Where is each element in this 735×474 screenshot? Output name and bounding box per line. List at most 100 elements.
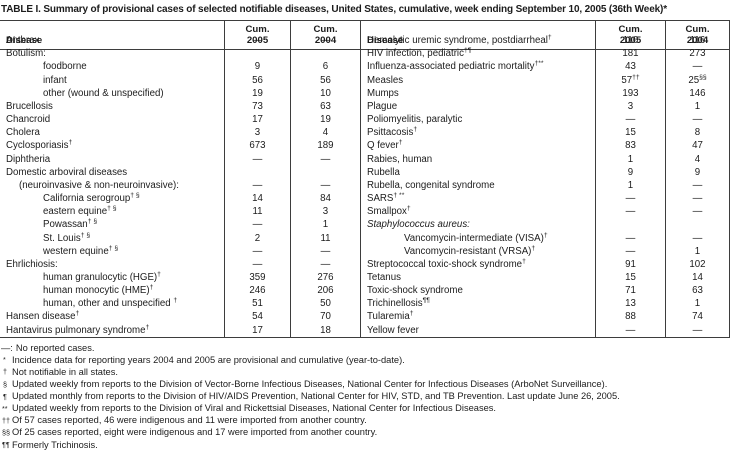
disease-label-cell: Streptococcal toxic-shock syndrome† xyxy=(360,257,595,271)
count-cell xyxy=(224,47,290,61)
disease-label-cell: Hansen disease† xyxy=(6,310,80,323)
count-cell: 9 xyxy=(595,165,665,179)
disease-label-cell: Poliomyelitis, paralytic xyxy=(360,113,595,127)
count-cell: 71 xyxy=(595,284,665,298)
disease-label-cell: Chancroid xyxy=(6,114,51,126)
count-cell: — xyxy=(224,257,290,271)
count-cell: — xyxy=(224,152,290,166)
count-cell: — xyxy=(290,178,360,193)
count-cell: 1 xyxy=(595,178,665,193)
count-cell: 14 xyxy=(224,192,290,206)
count-cell: 56 xyxy=(224,73,290,87)
count-cell: 110 xyxy=(595,34,665,48)
footnote: ¶¶ Formerly Trichinosis. xyxy=(1,439,735,451)
count-cell: — xyxy=(290,257,360,271)
disease-label-cell: Ehrlichiosis: xyxy=(6,258,58,270)
footnote-text: Updated weekly from reports to the Divis… xyxy=(12,403,497,414)
count-cell: 84 xyxy=(290,192,360,206)
footnote-text: Updated monthly from reports to the Divi… xyxy=(12,391,620,402)
header-cum-label: Cum. xyxy=(245,24,270,35)
count-cell: 181 xyxy=(595,47,665,61)
footnote-marker: —: xyxy=(1,342,13,353)
disease-label-cell: infant xyxy=(43,74,67,86)
disease-label-cell: Plague xyxy=(360,99,595,114)
count-cell: 83 xyxy=(595,139,665,153)
disease-label-cell: Vancomycin-resistant (VRSA)† xyxy=(360,244,595,258)
footnote: † Not notifiable in all states. xyxy=(1,366,735,378)
count-cell: 246 xyxy=(224,284,290,298)
count-cell: 47 xyxy=(665,139,729,153)
count-cell: — xyxy=(665,231,729,245)
footnote-marker: * xyxy=(3,355,6,365)
disease-label-cell: Measles xyxy=(360,73,595,87)
disease-label-cell: eastern equine† § xyxy=(43,205,117,218)
count-cell: 273 xyxy=(665,47,729,61)
footnote-marker: ¶ xyxy=(3,391,7,401)
disease-label-cell: Psittacosis† xyxy=(360,126,595,140)
count-cell: — xyxy=(290,244,360,258)
header-year-label: 2004 xyxy=(314,35,337,46)
count-cell: 17 xyxy=(224,323,290,337)
count-cell xyxy=(290,47,360,61)
count-cell: 50 xyxy=(290,297,360,311)
disease-label-cell: Domestic arboviral diseases xyxy=(6,166,128,178)
count-cell: 13 xyxy=(595,297,665,311)
count-cell: 15 xyxy=(595,270,665,285)
count-cell: — xyxy=(595,231,665,245)
disease-label-cell: Vancomycin-intermediate (VISA)† xyxy=(360,231,595,245)
disease-label-cell: Cyclosporiasis† xyxy=(6,139,73,152)
footnote: § Updated weekly from reports to the Divi… xyxy=(1,378,735,390)
disease-label-cell: other (wound & unspecified) xyxy=(43,87,164,99)
count-cell: 63 xyxy=(290,99,360,114)
count-cell: — xyxy=(595,244,665,258)
count-cell: 3 xyxy=(224,126,290,140)
table-title: TABLE I. Summary of provisional cases of… xyxy=(1,4,667,15)
header-disease-left: Disease xyxy=(0,21,224,50)
disease-label-cell: Staphylococcus aureus: xyxy=(360,218,595,232)
disease-label-cell: Toxic-shock syndrome xyxy=(360,284,595,298)
notifiable-diseases-table: Disease Cum. 2005 Cum. 2004 Disease Cum.… xyxy=(0,20,730,338)
footnote: —: No reported cases. xyxy=(1,342,735,354)
count-cell: 359 xyxy=(224,270,290,285)
disease-label-cell: Botulism: xyxy=(6,48,46,60)
count-cell: 2 xyxy=(224,231,290,245)
count-cell: — xyxy=(224,218,290,232)
footnote-text: Not notifiable in all states. xyxy=(12,366,118,377)
disease-label-cell: Rubella, congenital syndrome xyxy=(360,178,595,193)
count-cell: 3 xyxy=(595,99,665,114)
disease-label-cell: human monocytic (HME)† xyxy=(43,284,154,297)
disease-label-cell: human granulocytic (HGE)† xyxy=(43,270,161,283)
count-cell: 1 xyxy=(665,244,729,258)
count-cell xyxy=(224,165,290,179)
disease-label-cell: Hemolytic uremic syndrome, postdiarrheal… xyxy=(360,34,595,48)
footnote: §§ Of 25 cases reported, eight were indig… xyxy=(1,426,735,438)
count-cell: 8 xyxy=(665,126,729,140)
count-cell: 51 xyxy=(224,297,290,311)
footnote-marker: ** xyxy=(2,403,8,413)
count-cell: — xyxy=(595,192,665,206)
count-cell: — xyxy=(665,192,729,206)
count-cell: 15 xyxy=(595,126,665,140)
header-cum-label: Cum. xyxy=(618,24,643,35)
count-cell: 56 xyxy=(290,73,360,87)
count-cell: 18 xyxy=(290,323,360,337)
count-cell: — xyxy=(290,152,360,166)
count-cell: 1 xyxy=(595,152,665,166)
count-cell: — xyxy=(665,323,729,337)
count-cell: 1 xyxy=(665,99,729,114)
footnote-marker: §§ xyxy=(2,427,10,437)
footnote-marker: § xyxy=(3,379,7,389)
disease-label-cell: Q fever† xyxy=(360,139,595,153)
disease-label-cell: St. Louis† § xyxy=(43,231,91,244)
footnote: ¶ Updated monthly from reports to the Div… xyxy=(1,390,735,402)
disease-label-cell: Powassan† § xyxy=(43,218,98,231)
disease-label-cell: Tularemia† xyxy=(360,310,595,324)
disease-label-cell: Cholera xyxy=(6,127,40,139)
disease-label-cell: Anthrax xyxy=(6,35,40,47)
count-cell: 25§§ xyxy=(665,73,729,87)
count-cell: 70 xyxy=(290,310,360,324)
disease-label-cell: SARS† ** xyxy=(360,192,595,206)
footnote-text: Incidence data for reporting years 2004 … xyxy=(12,354,405,365)
count-cell: 19 xyxy=(224,86,290,100)
count-cell xyxy=(290,165,360,179)
